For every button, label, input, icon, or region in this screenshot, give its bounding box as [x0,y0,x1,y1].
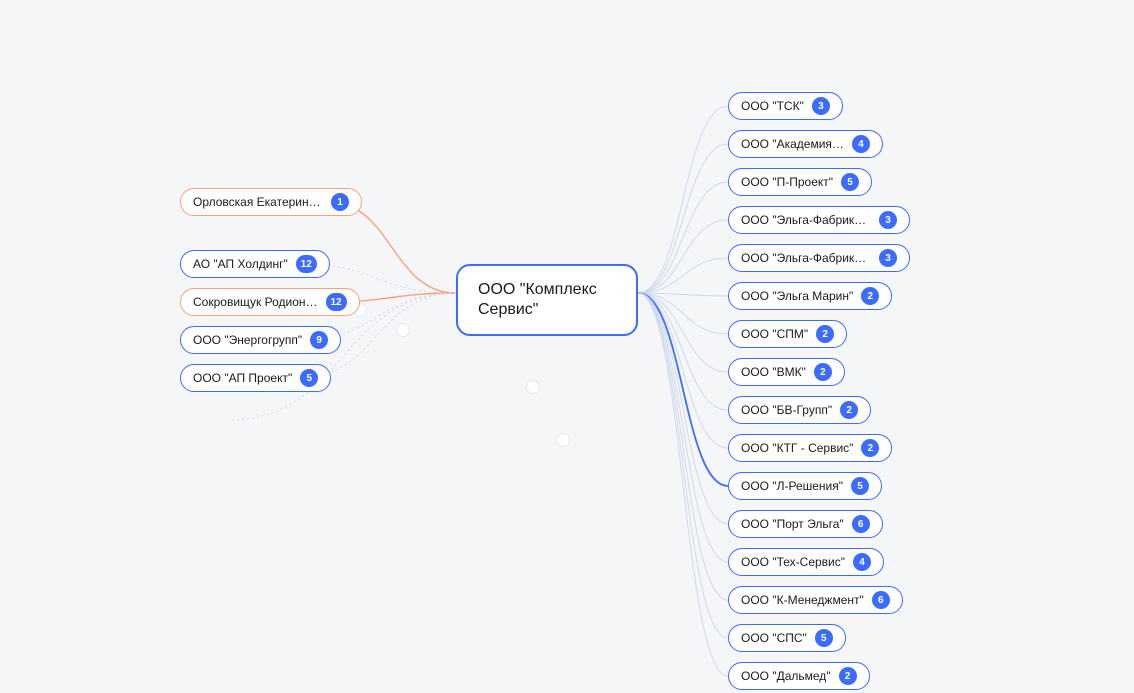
count-badge: 2 [861,439,879,457]
right-node[interactable]: ООО "Эльга-Фабрики 3" 3 [728,244,910,272]
count-badge: 5 [841,173,859,191]
right-node[interactable]: ООО "Академия… 4 [728,130,883,158]
count-badge: 5 [851,477,869,495]
count-badge: 2 [839,667,857,685]
count-badge: 12 [296,255,317,273]
count-badge: 12 [326,293,347,311]
right-node[interactable]: ООО "Л-Решения" 5 [728,472,882,500]
right-node-label: ООО "БВ-Групп" [741,403,832,417]
right-node-label: ООО "П-Проект" [741,175,833,189]
center-node-label: ООО "Комплекс Сервис" [478,280,616,320]
right-node[interactable]: ООО "Эльга Марин" 2 [728,282,892,310]
right-node[interactable]: ООО "П-Проект" 5 [728,168,872,196]
left-node-label: ООО "Энергогрупп" [193,333,302,347]
left-node[interactable]: ООО "АП Проект" 5 [180,364,331,392]
count-badge: 2 [840,401,858,419]
right-node-label: ООО "Л-Решения" [741,479,843,493]
left-node[interactable]: АО "АП Холдинг" 12 [180,250,330,278]
right-node-label: ООО "Дальмед" [741,669,831,683]
count-badge: 4 [852,135,870,153]
right-node[interactable]: ООО "К-Менеджмент" 6 [728,586,903,614]
count-badge: 3 [812,97,830,115]
right-node[interactable]: ООО "Порт Эльга" 6 [728,510,883,538]
count-badge: 2 [861,287,879,305]
left-node-label: ООО "АП Проект" [193,371,292,385]
count-badge: 6 [872,591,890,609]
right-node-label: ООО "ВМК" [741,365,806,379]
right-node[interactable]: ООО "ТСК" 3 [728,92,843,120]
count-badge: 4 [853,553,871,571]
right-node[interactable]: ООО "СПМ" 2 [728,320,847,348]
left-node[interactable]: ООО "Энергогрупп" 9 [180,326,341,354]
mindmap-canvas: ООО "Комплекс Сервис" Орловская Екатерина… [0,0,1134,693]
right-node[interactable]: ООО "Тех-Сервис" 4 [728,548,884,576]
left-node[interactable]: Сокровищук Родион… 12 [180,288,360,316]
right-node-label: ООО "Порт Эльга" [741,517,844,531]
left-node-label: Орловская Екатерина… [193,195,323,209]
right-node[interactable]: ООО "Эльга-Фабрики 2" 3 [728,206,910,234]
count-badge: 1 [331,193,349,211]
right-node[interactable]: ООО "Дальмед" 2 [728,662,870,690]
right-node-label: ООО "ТСК" [741,99,804,113]
count-badge: 2 [814,363,832,381]
left-node-label: Сокровищук Родион… [193,295,318,309]
right-node-label: ООО "Академия… [741,137,844,151]
edge-junction [556,433,570,447]
edge-junction [396,323,410,337]
count-badge: 5 [300,369,318,387]
right-node[interactable]: ООО "ВМК" 2 [728,358,845,386]
right-node-label: ООО "Эльга-Фабрики 3" [741,251,871,265]
left-node[interactable]: Орловская Екатерина… 1 [180,188,362,216]
count-badge: 3 [879,211,897,229]
right-node[interactable]: ООО "КТГ - Сервис" 2 [728,434,892,462]
count-badge: 6 [852,515,870,533]
right-node-label: ООО "Эльга Марин" [741,289,853,303]
right-node-label: ООО "Эльга-Фабрики 2" [741,213,871,227]
right-node-label: ООО "К-Менеджмент" [741,593,864,607]
left-node-label: АО "АП Холдинг" [193,257,288,271]
right-node-label: ООО "СПС" [741,631,807,645]
center-node[interactable]: ООО "Комплекс Сервис" [456,264,638,336]
count-badge: 9 [310,331,328,349]
count-badge: 3 [879,249,897,267]
right-node-label: ООО "Тех-Сервис" [741,555,845,569]
right-node-label: ООО "СПМ" [741,327,808,341]
edge-junction [526,380,540,394]
right-node[interactable]: ООО "СПС" 5 [728,624,846,652]
right-node-label: ООО "КТГ - Сервис" [741,441,853,455]
right-node[interactable]: ООО "БВ-Групп" 2 [728,396,871,424]
count-badge: 5 [815,629,833,647]
count-badge: 2 [816,325,834,343]
